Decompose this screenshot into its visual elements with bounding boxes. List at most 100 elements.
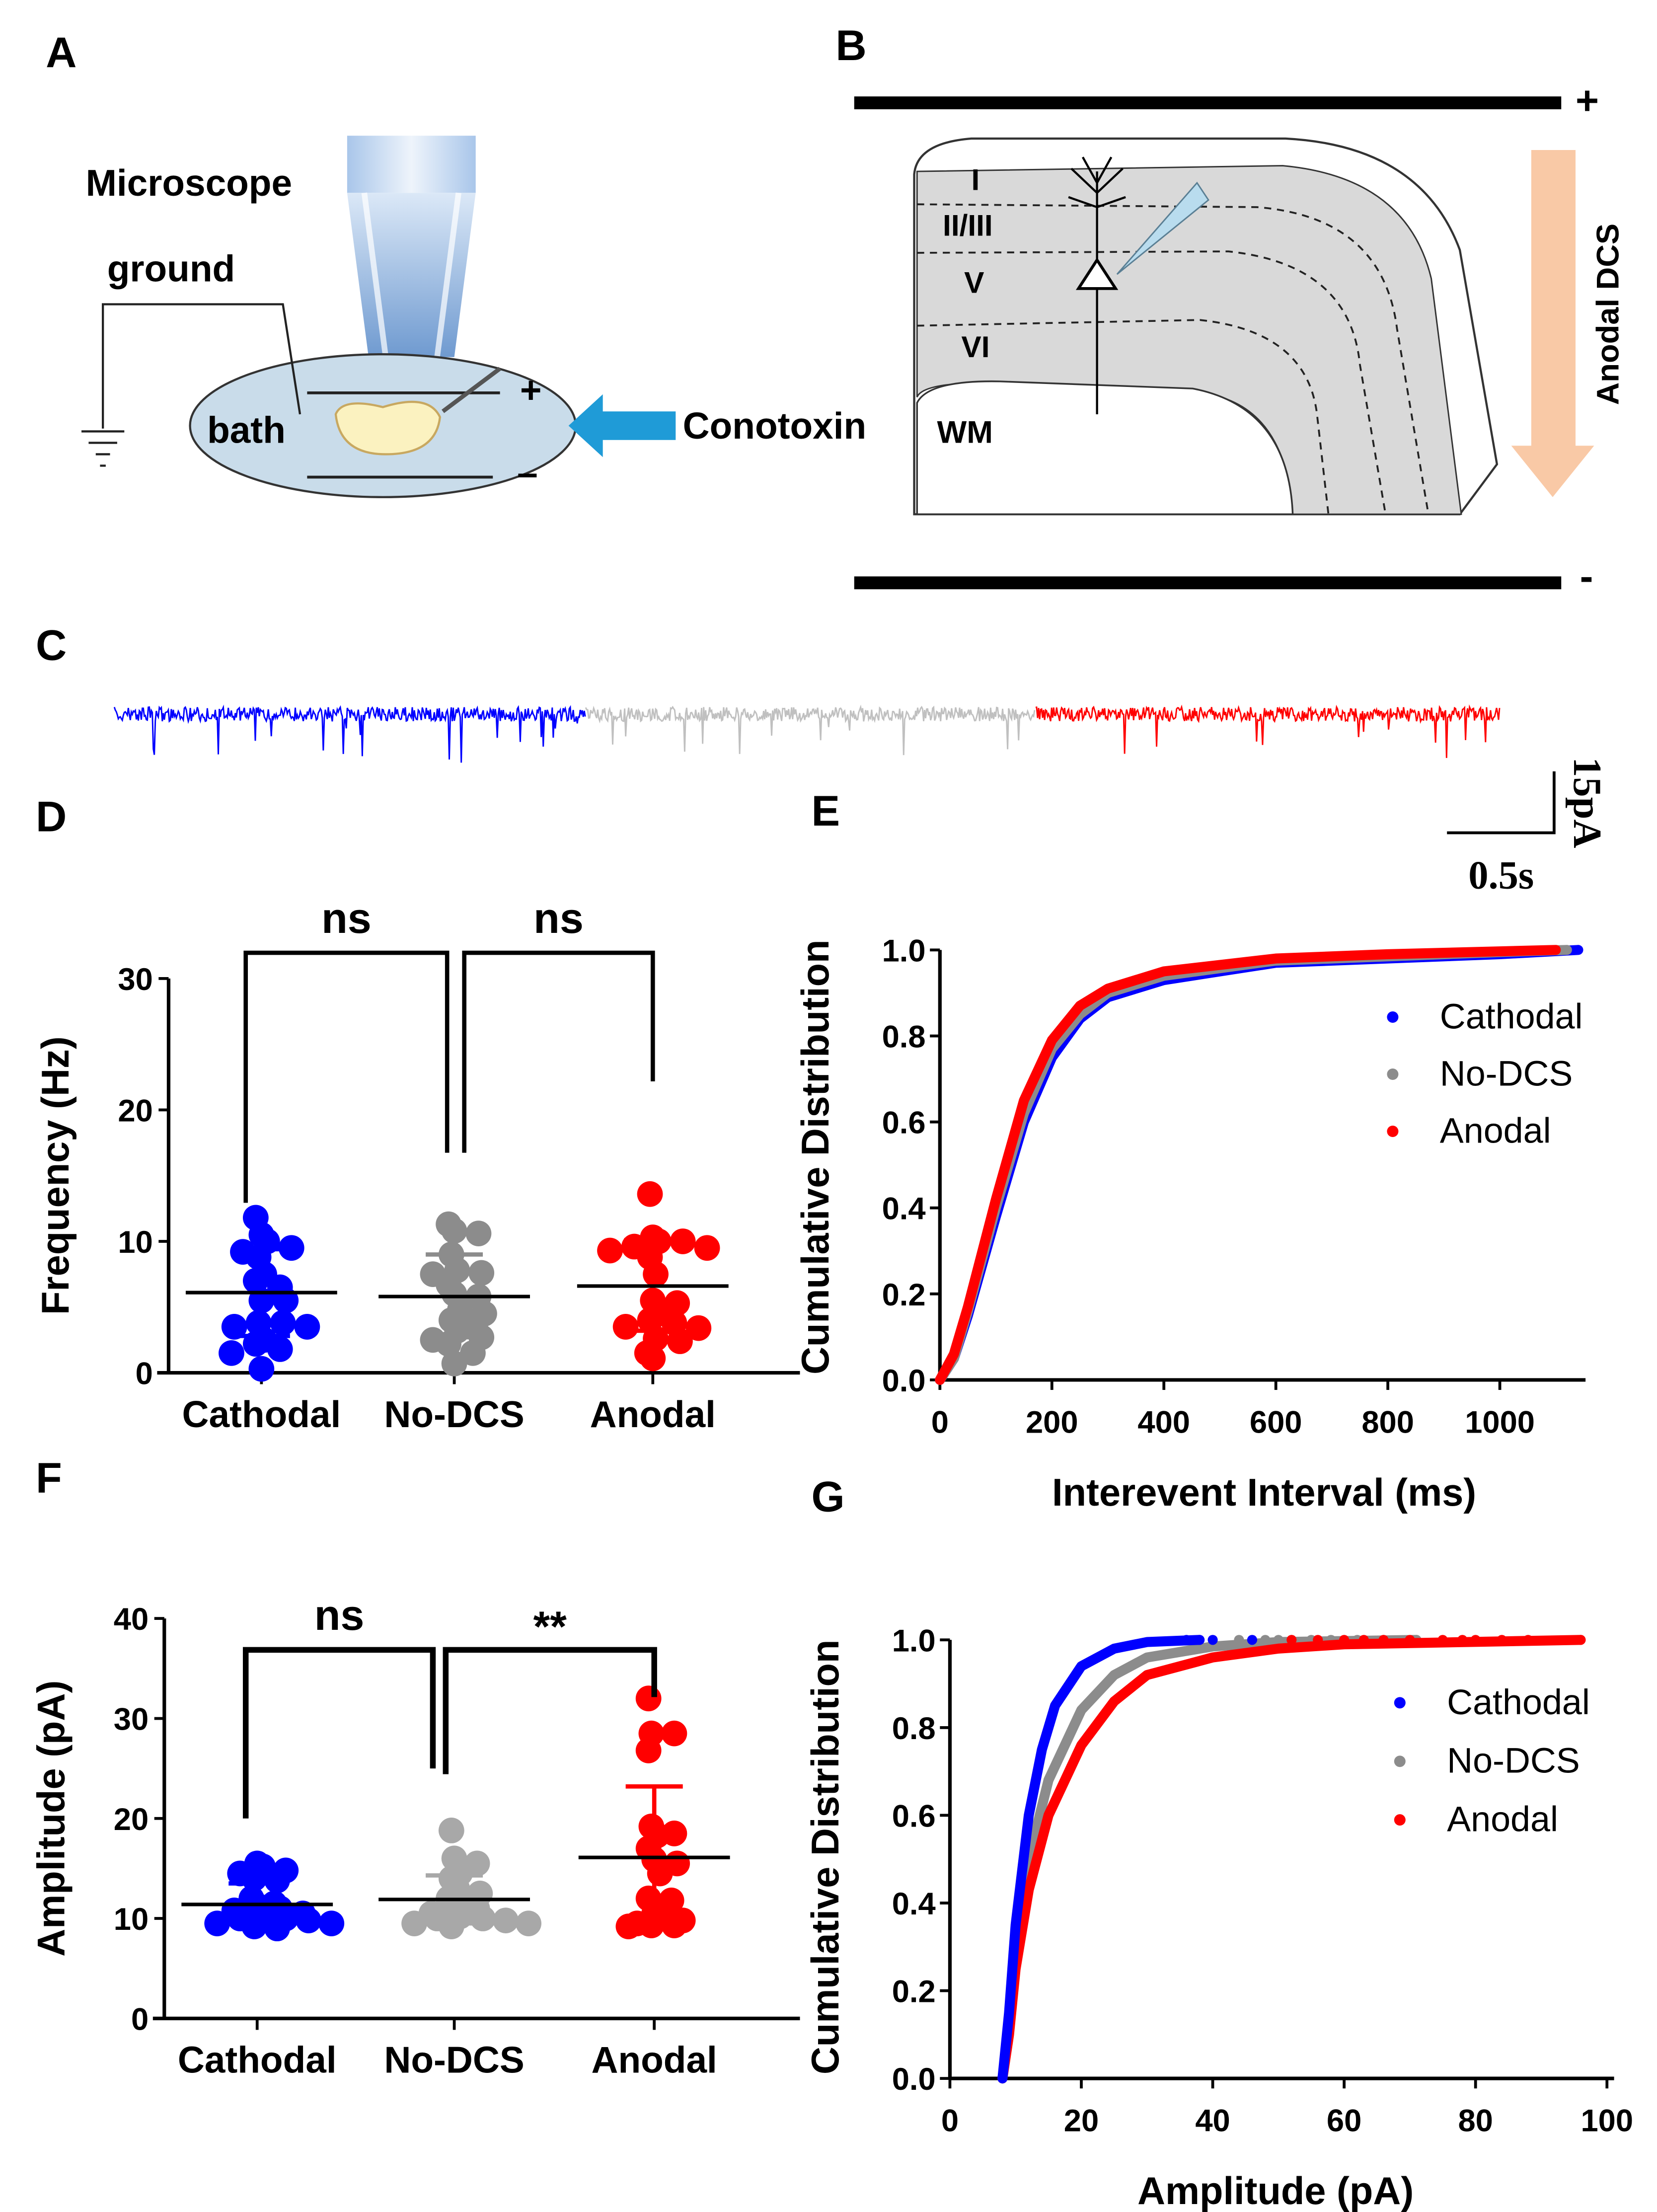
y-axis-label: Cumulative Distribution	[794, 940, 837, 1374]
category-label: No-DCS	[384, 1393, 524, 1435]
chart-interevent-cdf: 0.0 0.2 0.4 0.6 0.8 1.0 0 200 400 600 800 1000 Inter…	[794, 933, 1586, 1514]
category-label: Cathodal	[178, 2039, 337, 2081]
y-tick-label: 1.0	[882, 933, 926, 968]
cdf-point-anodal	[1523, 1635, 1533, 1645]
cdf-point-anodal	[1576, 1635, 1586, 1645]
chart-amplitude-cdf: 0.0 0.2 0.4 0.6 0.8 1.0 0 20 40 60 80 100 Amplitude …	[804, 1623, 1633, 2212]
data-point-anodal	[647, 1860, 673, 1887]
data-point-anodal	[694, 1235, 720, 1261]
cdf-point-cathodal	[1195, 1635, 1205, 1645]
x-tick-label: 0	[941, 2104, 959, 2138]
x-tick-label: 600	[1250, 1405, 1302, 1440]
cdf-point-anodal	[1497, 1635, 1507, 1645]
y-tick-label: 0	[136, 1357, 153, 1391]
data-point-no-dcs	[438, 1913, 464, 1940]
data-point-no-dcs	[438, 1818, 464, 1843]
ground-wire	[101, 303, 301, 429]
x-axis-label: Amplitude (pA)	[1137, 2170, 1414, 2212]
trace-cathodal	[113, 704, 586, 763]
cdf-point-anodal	[1470, 1635, 1481, 1645]
cdf-point-anodal	[1405, 1635, 1415, 1645]
comparison-bracket	[443, 1647, 657, 1774]
data-point-no-dcs	[493, 1907, 519, 1933]
legend-label: No-DCS	[1447, 1741, 1580, 1781]
x-tick-label: 100	[1581, 2104, 1633, 2138]
legend-marker-anodal	[1394, 1814, 1406, 1826]
cdf-point-anodal	[1457, 1635, 1468, 1645]
x-tick-label: 20	[1064, 2104, 1099, 2138]
data-point-no-dcs	[468, 1260, 495, 1286]
data-point-anodal	[661, 1720, 687, 1747]
plus-sign: +	[520, 369, 542, 411]
comparison-bracket	[242, 1647, 436, 1819]
y-tick-label: 20	[118, 1093, 152, 1128]
data-point-anodal	[670, 1228, 696, 1254]
y-tick-label: 0.0	[892, 2062, 936, 2097]
microscope-label: Microscope	[86, 162, 292, 204]
layer-label: I	[972, 162, 980, 196]
data-point-cathodal	[318, 1910, 345, 1936]
y-tick-label: 0.4	[882, 1192, 926, 1226]
x-tick-label: 200	[1026, 1405, 1078, 1440]
cdf-point-cathodal	[1181, 1635, 1192, 1645]
y-tick-label: 40	[114, 1602, 149, 1637]
x-tick-label: 800	[1361, 1405, 1414, 1440]
panel-c-traces	[113, 704, 1501, 763]
legend-marker-cathodal	[1387, 1011, 1399, 1023]
cdf-point-anodal	[1378, 1635, 1389, 1645]
cdf-point-cathodal	[1247, 1635, 1257, 1645]
cdf-point-no-dcs	[1260, 1635, 1271, 1645]
y-tick-label: 20	[114, 1802, 149, 1837]
data-point-cathodal	[221, 1314, 247, 1340]
significance-label: ns	[321, 895, 372, 942]
x-tick-label: 80	[1458, 2104, 1493, 2138]
ground-label: ground	[107, 248, 235, 290]
anodal-dcs-label: Anodal DCS	[1590, 224, 1625, 405]
minus-sign: –	[517, 452, 538, 494]
legend-marker-anodal	[1387, 1126, 1399, 1138]
minus-sign-b: -	[1580, 554, 1593, 599]
panel-label-f: F	[36, 1454, 62, 1502]
y-tick-label: 0.8	[882, 1019, 926, 1054]
bath-label: bath	[207, 409, 286, 451]
y-tick-label: 10	[118, 1225, 152, 1260]
legend-label: Anodal	[1447, 1800, 1558, 1839]
data-point-cathodal	[296, 1907, 322, 1933]
data-point-no-dcs	[441, 1218, 467, 1244]
data-point-anodal	[612, 1314, 639, 1340]
panel-label-g: G	[811, 1473, 844, 1521]
y-axis-label: Amplitude (pA)	[30, 1680, 73, 1957]
legend-marker-no-dcs	[1394, 1755, 1406, 1767]
comparison-bracket	[462, 950, 655, 1153]
y-tick-label: 0.6	[882, 1106, 926, 1141]
conotoxin-arrow-icon	[568, 394, 676, 458]
x-tick-label: 400	[1137, 1405, 1190, 1440]
data-point-anodal	[667, 1328, 693, 1354]
legend-label: Anodal	[1440, 1111, 1551, 1151]
panel-label-d: D	[36, 793, 67, 841]
legend-label: Cathodal	[1440, 996, 1583, 1036]
data-point-cathodal	[270, 1310, 296, 1336]
pyramidal-neuron-icon	[1068, 156, 1126, 414]
cdf-point-anodal	[1286, 1635, 1297, 1645]
data-point-cathodal	[219, 1340, 244, 1366]
chart-amplitude: 0 10 20 30 40 Amplitude (pA) Cathodal No-DCS Ano…	[30, 1592, 800, 2081]
panel-label-b: B	[835, 22, 866, 70]
legend-marker-no-dcs	[1387, 1068, 1399, 1080]
layer-boundaries	[917, 203, 1430, 515]
data-point-cathodal	[267, 1336, 293, 1362]
y-tick-label: 30	[114, 1702, 149, 1737]
data-point-anodal	[640, 1345, 666, 1372]
data-point-anodal	[635, 1737, 662, 1763]
y-tick-label: 0.2	[892, 1975, 936, 2009]
data-point-no-dcs	[401, 1910, 427, 1936]
category-label: Cathodal	[182, 1393, 341, 1435]
legend-marker-cathodal	[1394, 1697, 1406, 1709]
y-tick-label: 10	[114, 1902, 149, 1937]
cdf-point-anodal	[1313, 1635, 1323, 1645]
layer-label: V	[964, 266, 984, 300]
y-tick-label: 0.8	[892, 1711, 936, 1746]
data-point-no-dcs	[441, 1351, 467, 1376]
cdf-line-anodal	[935, 945, 1561, 1385]
chart-frequency: 0 10 20 30 Frequency (Hz) Cathodal No-DCS Anoda…	[34, 895, 800, 1435]
